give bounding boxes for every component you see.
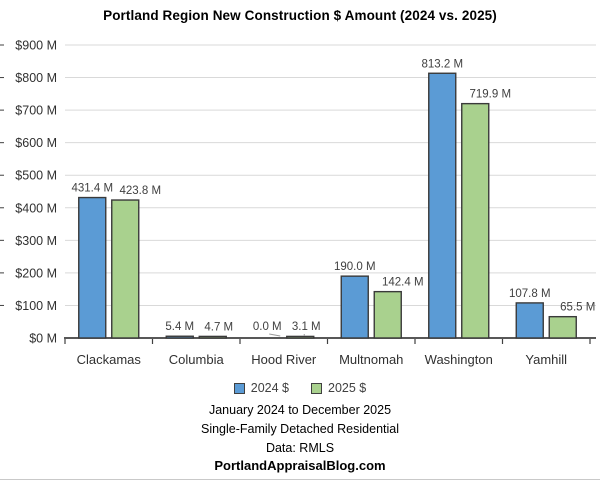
data-label: 423.8 M [119, 185, 161, 197]
bar-2024-multnomah [340, 275, 369, 339]
y-axis-label: $600 M [15, 136, 57, 150]
label-leader-line [269, 333, 281, 337]
bar-2024-columbia [165, 335, 194, 339]
y-axis-label: $900 M [15, 39, 57, 53]
data-label: 813.2 M [421, 58, 463, 70]
footer-blog-url: PortlandAppraisalBlog.com [214, 458, 386, 473]
data-label: 431.4 M [71, 183, 113, 195]
data-label: 3.1 M [292, 321, 321, 333]
legend-swatch-2024-icon [233, 382, 245, 394]
bar-2025-multnomah [373, 290, 402, 339]
y-axis-label: $300 M [15, 234, 57, 248]
category-label: Columbia [169, 352, 225, 367]
bar-2025-washington [461, 102, 490, 339]
bar-2025-hood-river [286, 335, 315, 339]
y-axis-label: $500 M [15, 169, 57, 183]
legend: 2024 $ 2025 $ [0, 379, 600, 397]
data-label: 65.5 M [560, 302, 595, 314]
footer-date-range: January 2024 to December 2025 [208, 403, 392, 417]
legend-label-2024: 2024 $ [250, 381, 289, 395]
bar-chart-svg: $0 M $100 M $200 M $300 M $400 M $500 M $600 M… [0, 39, 596, 367]
bar-2025-columbia [198, 335, 227, 339]
data-label: 190.0 M [334, 261, 376, 273]
y-axis-label: $700 M [15, 104, 57, 118]
category-label: Clackamas [77, 352, 142, 367]
bar-2024-washington [428, 72, 457, 339]
data-label: 4.7 M [204, 321, 233, 333]
bar-2024-clackamas [78, 196, 107, 339]
bar-2025-clackamas [111, 199, 140, 339]
y-axis-label: $100 M [15, 299, 57, 313]
chart-title: Portland Region New Construction $ Amoun… [103, 8, 497, 23]
footer-property-type: Single-Family Detached Residential [200, 422, 399, 436]
legend-swatch-2025-icon [311, 382, 322, 394]
legend-item-2024: 2024 $ [233, 381, 289, 395]
y-axis-label: $0 M [29, 332, 57, 346]
data-label: 107.8 M [509, 288, 551, 300]
category-label: Multnomah [339, 352, 403, 367]
category-label: Yamhill [525, 352, 567, 367]
footer-data-source: Data: RMLS [265, 441, 335, 455]
y-axis-label: $800 M [15, 71, 57, 85]
y-axis-label: $400 M [15, 201, 57, 215]
category-label: Hood River [251, 352, 317, 367]
data-label: 142.4 M [382, 277, 424, 289]
bar-2025-yamhill [548, 315, 577, 339]
category-label: Washington [425, 352, 493, 367]
legend-label-2025: 2025 $ [328, 381, 367, 395]
legend-item-2025: 2025 $ [311, 381, 366, 395]
data-label: 0.0 M [253, 321, 282, 333]
data-label: 719.9 M [469, 89, 511, 101]
bar-2024-yamhill [515, 302, 544, 339]
y-axis-label: $200 M [15, 266, 57, 280]
data-label: 5.4 M [165, 321, 194, 333]
